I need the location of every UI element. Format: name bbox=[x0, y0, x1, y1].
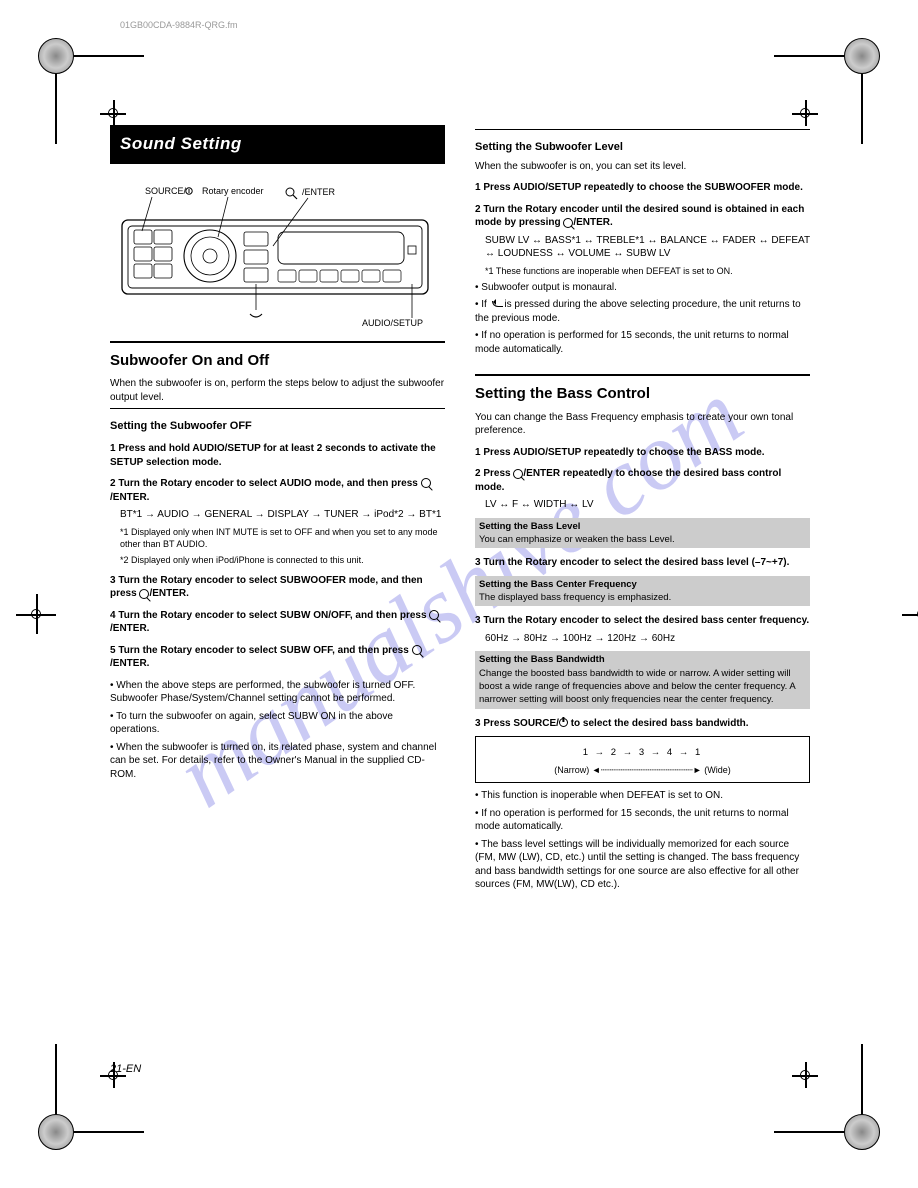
subwoofer-title: Subwoofer On and Off bbox=[110, 351, 445, 373]
subwoofer-intro: When the subwoofer is on, perform the st… bbox=[110, 377, 445, 404]
level-cycle: SUBW LV ↔ BASS*1 ↔ TREBLE*1 ↔ BALANCE ↔ … bbox=[475, 234, 810, 261]
right-column: Setting the Subwoofer Level When the sub… bbox=[475, 125, 810, 896]
eq-step2: 2 Press /ENTER repeatedly to choose the … bbox=[475, 467, 810, 494]
sub-footer-b: • To turn the subwoofer on again, select… bbox=[110, 710, 445, 737]
left-column: Sound Setting SOURCE/ Rotary encoder /EN… bbox=[110, 125, 445, 785]
crop-mark-br bbox=[844, 1114, 880, 1150]
eq-note-0: • This function is inoperable when DEFEA… bbox=[475, 789, 810, 803]
search-icon bbox=[421, 478, 431, 488]
subwoofer-off-title: Setting the Subwoofer OFF bbox=[110, 419, 445, 434]
header-filename: 01GB00CDA-9884R-QRG.fm bbox=[120, 20, 238, 30]
eq-step1: 1 Press AUDIO/SETUP repeatedly to choose… bbox=[475, 446, 810, 460]
bandwidth-diagram: 1 → 2 → 3 → 4 → 1 (Narrow) ◄┄┄┄┄┄┄┄┄┄┄┄┄… bbox=[475, 736, 810, 783]
eq-note-2: • The bass level settings will be indivi… bbox=[475, 838, 810, 892]
label-enter: /ENTER bbox=[302, 187, 336, 197]
search-icon bbox=[139, 589, 149, 599]
search-icon bbox=[412, 645, 422, 655]
eq-band1: Setting the Bass Level You can emphasize… bbox=[475, 518, 810, 549]
sub-cycle: BT*1 → AUDIO → GENERAL → DISPLAY → TUNER… bbox=[110, 508, 445, 522]
power-icon bbox=[559, 718, 568, 727]
return-icon bbox=[490, 301, 502, 309]
label-audio-setup: AUDIO/SETUP bbox=[362, 318, 423, 328]
sub-step1: 1 Press and hold AUDIO/SETUP for at leas… bbox=[110, 442, 445, 469]
crop-mark-tl bbox=[38, 38, 74, 74]
sub-footer-c: • When the subwoofer is turned on, its r… bbox=[110, 741, 445, 782]
eq-band1-step: 3 Turn the Rotary encoder to select the … bbox=[475, 556, 810, 570]
eq-band2-values: 60Hz → 80Hz → 100Hz → 120Hz → 60Hz bbox=[475, 632, 810, 646]
search-icon bbox=[429, 610, 439, 620]
search-icon bbox=[513, 469, 523, 479]
level-title: Setting the Subwoofer Level bbox=[475, 140, 810, 155]
eq-band3: Setting the Bass Bandwidth Change the bo… bbox=[475, 651, 810, 708]
label-rotary: Rotary encoder bbox=[202, 186, 264, 196]
section-bar: Sound Setting bbox=[110, 125, 445, 164]
page-number: 21-EN bbox=[110, 1063, 141, 1075]
search-icon bbox=[563, 218, 573, 228]
level-step2: 2 Turn the Rotary encoder until the desi… bbox=[475, 203, 810, 230]
label-source-power: SOURCE/ bbox=[145, 186, 187, 196]
level-step1: 1 Press AUDIO/SETUP repeatedly to choose… bbox=[475, 181, 810, 195]
sub-step5: 5 Turn the Rotary encoder to select SUBW… bbox=[110, 644, 445, 671]
eq-band2-step: 3 Turn the Rotary encoder to select the … bbox=[475, 614, 810, 628]
crop-mark-tr bbox=[844, 38, 880, 74]
eq-cycle: LV ↔ F ↔ WIDTH ↔ LV bbox=[475, 498, 810, 512]
level-foot4: • If no operation is performed for 15 se… bbox=[475, 329, 810, 356]
sub-foot2: *2 Displayed only when iPod/iPhone is co… bbox=[110, 554, 445, 566]
sub-foot1: *1 Displayed only when INT MUTE is set t… bbox=[110, 526, 445, 550]
level-foot1: *1 These functions are inoperable when D… bbox=[475, 265, 810, 277]
sub-footer-a: • When the above steps are performed, th… bbox=[110, 679, 445, 706]
device-diagram: SOURCE/ Rotary encoder /ENTER bbox=[110, 184, 440, 329]
level-intro: When the subwoofer is on, you can set it… bbox=[475, 160, 810, 174]
sub-step3: 3 Turn the Rotary encoder to select SUBW… bbox=[110, 574, 445, 601]
sub-step2: 2 Turn the Rotary encoder to select AUDI… bbox=[110, 477, 445, 504]
page-content: Sound Setting SOURCE/ Rotary encoder /EN… bbox=[110, 125, 810, 1065]
crop-mark-bl bbox=[38, 1114, 74, 1150]
eq-title: Setting the Bass Control bbox=[475, 384, 810, 406]
eq-band3-step: 3 Press SOURCE/ to select the desired ba… bbox=[475, 717, 810, 731]
eq-note-1: • If no operation is performed for 15 se… bbox=[475, 807, 810, 834]
sub-step4: 4 Turn the Rotary encoder to select SUBW… bbox=[110, 609, 445, 636]
level-foot2: • Subwoofer output is monaural. bbox=[475, 281, 810, 295]
eq-intro: You can change the Bass Frequency emphas… bbox=[475, 411, 810, 438]
eq-band2: Setting the Bass Center Frequency The di… bbox=[475, 576, 810, 607]
level-foot3: • If is pressed during the above selecti… bbox=[475, 298, 810, 325]
